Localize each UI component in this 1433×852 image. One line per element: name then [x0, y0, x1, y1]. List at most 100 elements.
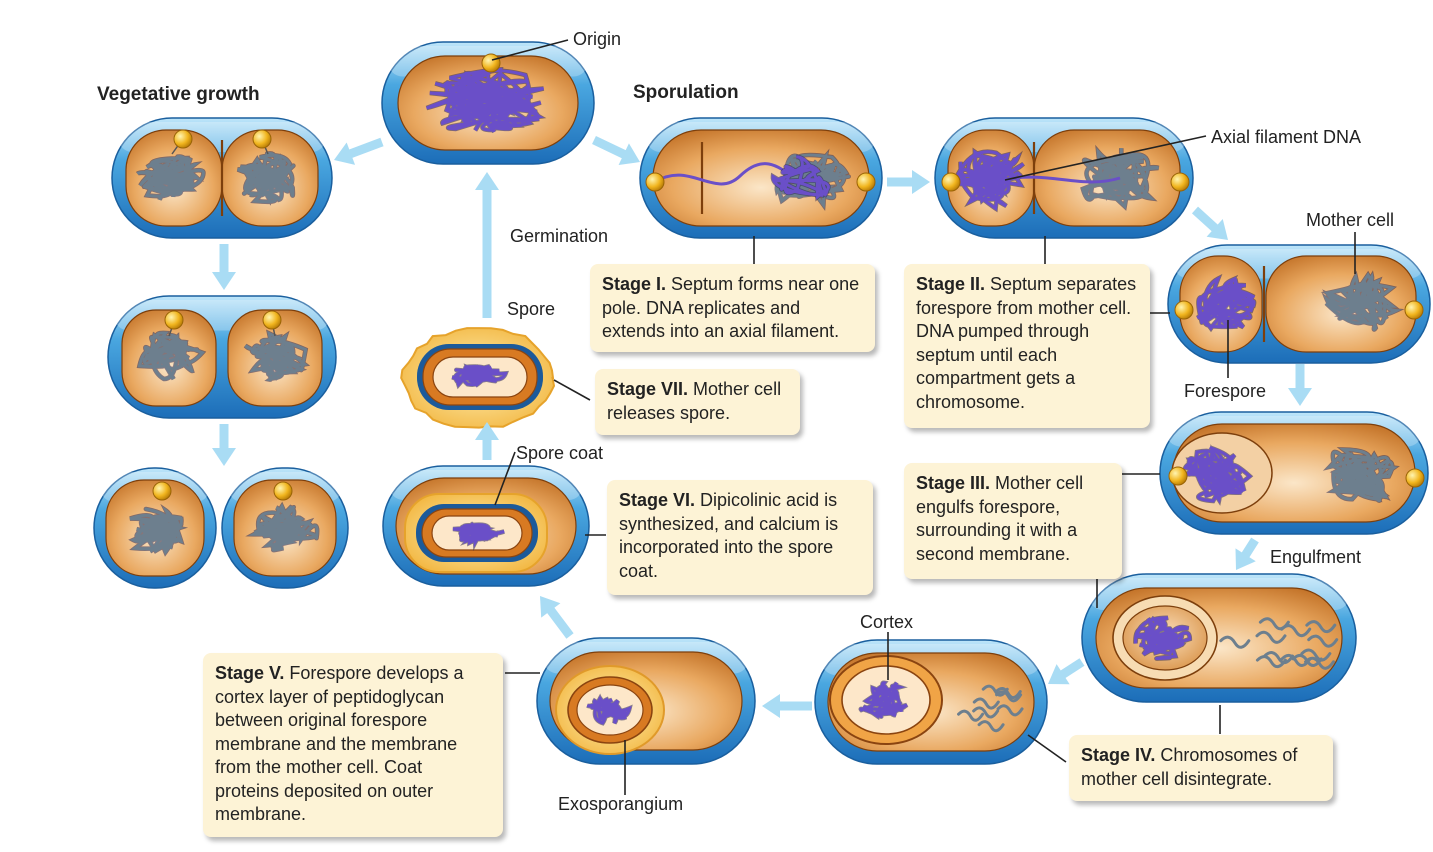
origin-bead [856, 172, 876, 192]
dna-fragment [1263, 651, 1295, 665]
dna-fragment [1305, 620, 1337, 634]
arrow-to-forespore [1191, 206, 1228, 240]
spore-label: Spore [507, 299, 556, 319]
daughter-cell-right [221, 467, 349, 589]
cortex-label: Cortex [860, 612, 914, 632]
origin-bead [1405, 468, 1425, 488]
stage-1-title: Stage I. [602, 274, 667, 294]
dna-chromosome [425, 66, 547, 134]
exosporangium-label: Exosporangium [558, 794, 684, 814]
stage-6-text: Dipicolinic acid is synthesized, and cal… [619, 490, 839, 581]
sporulation-heading: Sporulation [633, 82, 739, 103]
arrow-to-stage-2 [887, 170, 930, 194]
cortex-cell [814, 639, 1048, 765]
dna-fragment [994, 687, 1022, 700]
stage-2-callout: Stage II. Septum separates forespore fro… [904, 264, 1150, 428]
origin-bead [152, 481, 172, 501]
dna-fragment [977, 720, 1005, 733]
origin-label: Origin [573, 29, 622, 49]
dna-chromosome [858, 680, 909, 721]
free-spore [400, 327, 556, 429]
arrow-to-exosporangium [762, 694, 812, 718]
dna-chromosome [586, 693, 633, 726]
stage-5-callout: Stage V. Forespore develops a cortex lay… [203, 653, 503, 837]
stage-4-title: Stage IV. [1081, 745, 1156, 765]
stage-4-cell [1081, 573, 1357, 703]
stage-6-cell [382, 465, 590, 587]
arrow-to-vegetative [334, 137, 384, 165]
arrow-to-engulfment [1288, 364, 1312, 406]
origin-bead [1404, 300, 1424, 320]
engulfment-cell [1159, 411, 1429, 535]
dna-chromosome [136, 330, 207, 382]
dna-fragment [957, 709, 985, 722]
dna-fragment [996, 704, 1024, 717]
stage-2-title: Stage II. [916, 274, 986, 294]
stage-2-cell [934, 117, 1194, 239]
dna-chromosome [770, 154, 831, 202]
origin-bead [252, 129, 272, 149]
arrow-to-stage-1 [592, 135, 641, 166]
stage-3-text: Mother cell engulfs forespore, surroundi… [916, 473, 1084, 564]
dna-chromosome [1196, 273, 1257, 333]
origin-bead [164, 310, 184, 330]
dna-chromosome [236, 151, 296, 206]
stage-7-text: Mother cell releases spore. [607, 379, 782, 423]
spore-coat-label: Spore coat [516, 443, 604, 463]
dna-chromosome [1133, 615, 1193, 661]
daughter-cell-left [93, 467, 217, 589]
dna-fragment [1307, 634, 1339, 648]
origin-bead [1174, 300, 1194, 320]
axial-filament [654, 162, 801, 186]
dna-fragment [1300, 648, 1332, 662]
arrow-vegetative-split [212, 424, 236, 466]
vegetative-growth-heading: Vegetative growth [97, 84, 260, 105]
arrow-to-stage-6 [540, 595, 574, 639]
origin-bead [941, 172, 961, 192]
dna-chromosome [128, 503, 189, 557]
dna-chromosome [1182, 444, 1254, 506]
dna-fragment [972, 697, 1000, 710]
dna-fragment [995, 690, 1023, 703]
dna-fragment [1219, 635, 1251, 649]
mother-cell-label: Mother cell [1306, 210, 1395, 230]
dna-chromosome [243, 329, 311, 382]
arrow-germination [475, 172, 499, 318]
engulfment-label: Engulfment [1270, 547, 1362, 567]
germination-label: Germination [510, 226, 609, 246]
dna-chromosome [245, 501, 320, 553]
stage-7-callout: Stage VII. Mother cell releases spore. [595, 369, 800, 435]
arrow-vegetative-division [212, 244, 236, 290]
origin-bead [173, 129, 193, 149]
vegetative-cell-2 [107, 295, 337, 419]
stage-2-text: Septum separates forespore from mother c… [916, 274, 1137, 412]
dna-fragment [1280, 653, 1312, 667]
origin-bead [1168, 466, 1188, 486]
dna-fragment [972, 706, 1000, 719]
stage-3-callout: Stage III. Mother cell engulfs forespore… [904, 463, 1122, 579]
dna-fragment [1255, 655, 1287, 669]
dna-chromosome [1320, 270, 1405, 332]
dna-chromosome [954, 147, 1025, 213]
origin-bead [481, 53, 501, 73]
cell-origin [381, 41, 595, 165]
dna-chromosome [135, 154, 206, 201]
stage-4-text: Chromosomes of mother cell disintegrate. [1081, 745, 1298, 789]
origin-bead [645, 172, 665, 192]
stage-7-title: Stage VII. [607, 379, 689, 399]
exosporangium-cell [536, 637, 756, 765]
stage-1-callout: Stage I. Septum forms near one pole. DNA… [590, 264, 875, 352]
origin-bead [1170, 172, 1190, 192]
stage-1-cell [639, 117, 883, 239]
dna-chromosome [451, 363, 510, 390]
origin-bead [262, 310, 282, 330]
vegetative-cell-1 [111, 117, 333, 239]
forespore-stage-cell [1167, 244, 1431, 364]
arrow-to-spore [475, 422, 499, 460]
stage-6-title: Stage VI. [619, 490, 696, 510]
forespore-label: Forespore [1184, 381, 1267, 401]
stage-5-text: Forespore develops a cortex layer of pep… [215, 663, 464, 824]
stage-5-title: Stage V. [215, 663, 285, 683]
arrow-to-cortex [1048, 658, 1085, 685]
